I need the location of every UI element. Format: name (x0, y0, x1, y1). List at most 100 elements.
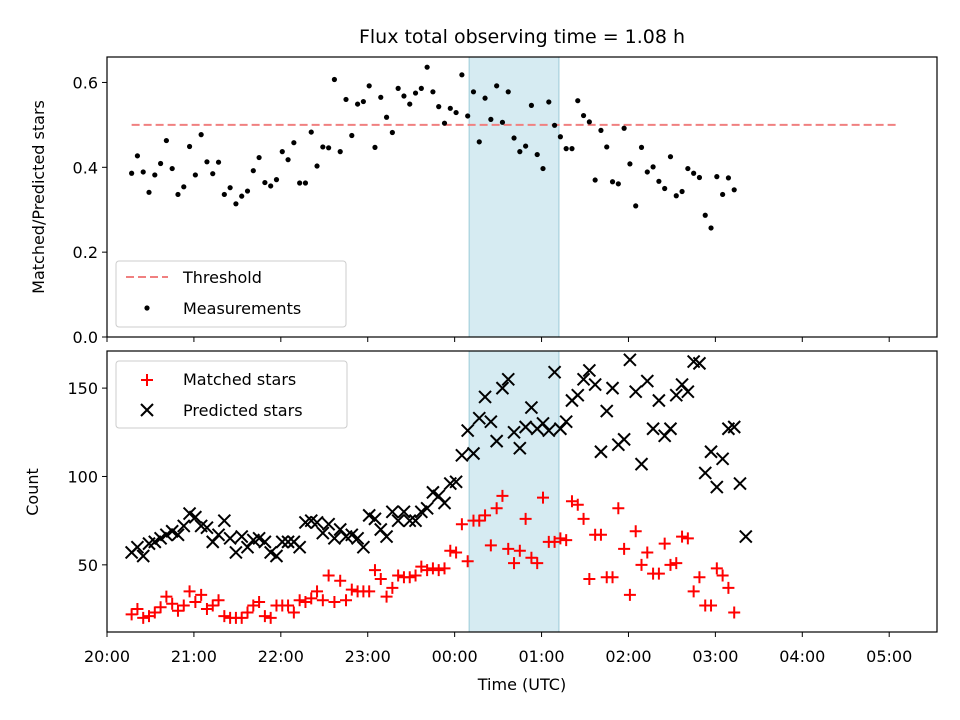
top-legend: Threshold Measurements (115, 260, 347, 328)
matched-stars-point (484, 539, 497, 552)
measurement-point (470, 89, 477, 95)
legend-threshold-label: Threshold (182, 268, 262, 287)
x-tick-label: 00:00 (432, 647, 478, 666)
predicted-stars-point (275, 535, 289, 549)
predicted-stars-point (733, 476, 747, 491)
predicted-stars-point (258, 535, 272, 549)
matched-stars-point (623, 588, 636, 601)
predicted-stars-point (727, 420, 741, 434)
measurement-point (609, 179, 616, 185)
predicted-stars-point (489, 434, 504, 448)
predicted-stars-point (316, 526, 330, 540)
matched-stars-point (148, 606, 161, 619)
legend-predicted-swatch (140, 403, 154, 417)
predicted-stars-point (391, 513, 405, 528)
measurement-point (134, 153, 141, 159)
measurement-point (378, 94, 384, 100)
matched-stars-point (461, 555, 474, 568)
measurement-point (175, 191, 181, 198)
predicted-stars-point (547, 365, 562, 379)
predicted-stars-point (652, 393, 666, 408)
measurement-point (720, 191, 726, 198)
matched-stars-point (473, 514, 486, 527)
matched-stars-point (131, 603, 144, 616)
chart-title: Flux total observing time = 1.08 h (359, 26, 685, 48)
measurement-point (279, 149, 285, 155)
measurement-point (679, 188, 685, 195)
predicted-stars-points (124, 353, 753, 563)
predicted-stars-point (715, 452, 730, 466)
predicted-stars-point (582, 363, 597, 378)
measurement-point (372, 144, 378, 150)
matched-stars-point (594, 528, 607, 541)
predicted-stars-point (681, 384, 695, 399)
measurement-point (638, 144, 645, 150)
matched-stars-point (716, 569, 729, 582)
matched-stars-point (664, 558, 677, 571)
matched-stars-point (525, 551, 538, 564)
measurement-point (140, 169, 146, 175)
measurement-point (227, 185, 233, 191)
bottom-panel: 50 100 150 20:00 21:00 22:00 23:00 00:00 01:00 0… (23, 350, 938, 694)
measurement-point (412, 90, 419, 96)
predicted-stars-point (600, 404, 614, 418)
predicted-stars-point (281, 535, 295, 549)
matched-stars-point (513, 544, 526, 557)
predicted-stars-point (513, 441, 527, 455)
matched-stars-point (508, 557, 521, 570)
measurement-point (482, 95, 488, 101)
measurement-point (575, 98, 581, 104)
measurement-point (424, 64, 430, 70)
predicted-stars-point (130, 540, 145, 554)
measurement-point (604, 144, 610, 150)
measurement-point (366, 83, 372, 89)
measurement-point (528, 102, 535, 108)
matched-stars-point (363, 585, 376, 598)
measurement-point (673, 193, 679, 199)
measurement-point (320, 144, 326, 150)
x-tick-label: 23:00 (345, 647, 391, 666)
predicted-stars-point (704, 445, 718, 459)
measurement-point (233, 201, 239, 207)
matched-stars-point (386, 581, 399, 594)
bottom-y-axis-label: Count (23, 468, 42, 516)
matched-stars-point (125, 608, 138, 621)
measurement-point (129, 170, 135, 176)
predicted-stars-point (559, 414, 573, 429)
predicted-stars-point (211, 528, 226, 542)
predicted-stars-point (663, 422, 678, 436)
matched-stars-point (426, 562, 439, 575)
matched-stars-point (183, 585, 196, 598)
predicted-stars-point (640, 374, 655, 388)
matched-stars-point (345, 583, 358, 596)
predicted-stars-point (594, 445, 608, 459)
bottom-legend: Matched stars Predicted stars (115, 360, 348, 429)
matched-stars-point (368, 564, 381, 577)
predicted-stars-point (518, 420, 533, 434)
matched-stars-point (316, 594, 329, 607)
measurement-point (418, 85, 424, 91)
predicted-stars-point (669, 388, 683, 402)
measurement-point (615, 181, 621, 187)
predicted-stars-point (188, 510, 203, 524)
measurement-point (621, 125, 627, 131)
matched-stars-point (496, 489, 509, 502)
measurement-point (569, 146, 575, 152)
measurement-point (285, 157, 291, 163)
measurement-point (314, 163, 320, 169)
predicted-stars-point (269, 549, 284, 563)
measurement-point (708, 225, 714, 231)
bottom-legend-box (115, 360, 348, 429)
measurement-point (494, 83, 500, 89)
measurement-point (268, 183, 274, 189)
matched-stars-point (455, 518, 468, 531)
matched-stars-point (421, 564, 434, 577)
legend-measurements-label: Measurements (183, 299, 301, 318)
matched-stars-point (693, 571, 706, 584)
measurement-point (447, 105, 453, 111)
measurement-point (633, 203, 639, 209)
matched-stars-point (432, 564, 445, 577)
predicted-stars-point (472, 411, 486, 425)
matched-stars-point (438, 562, 451, 575)
